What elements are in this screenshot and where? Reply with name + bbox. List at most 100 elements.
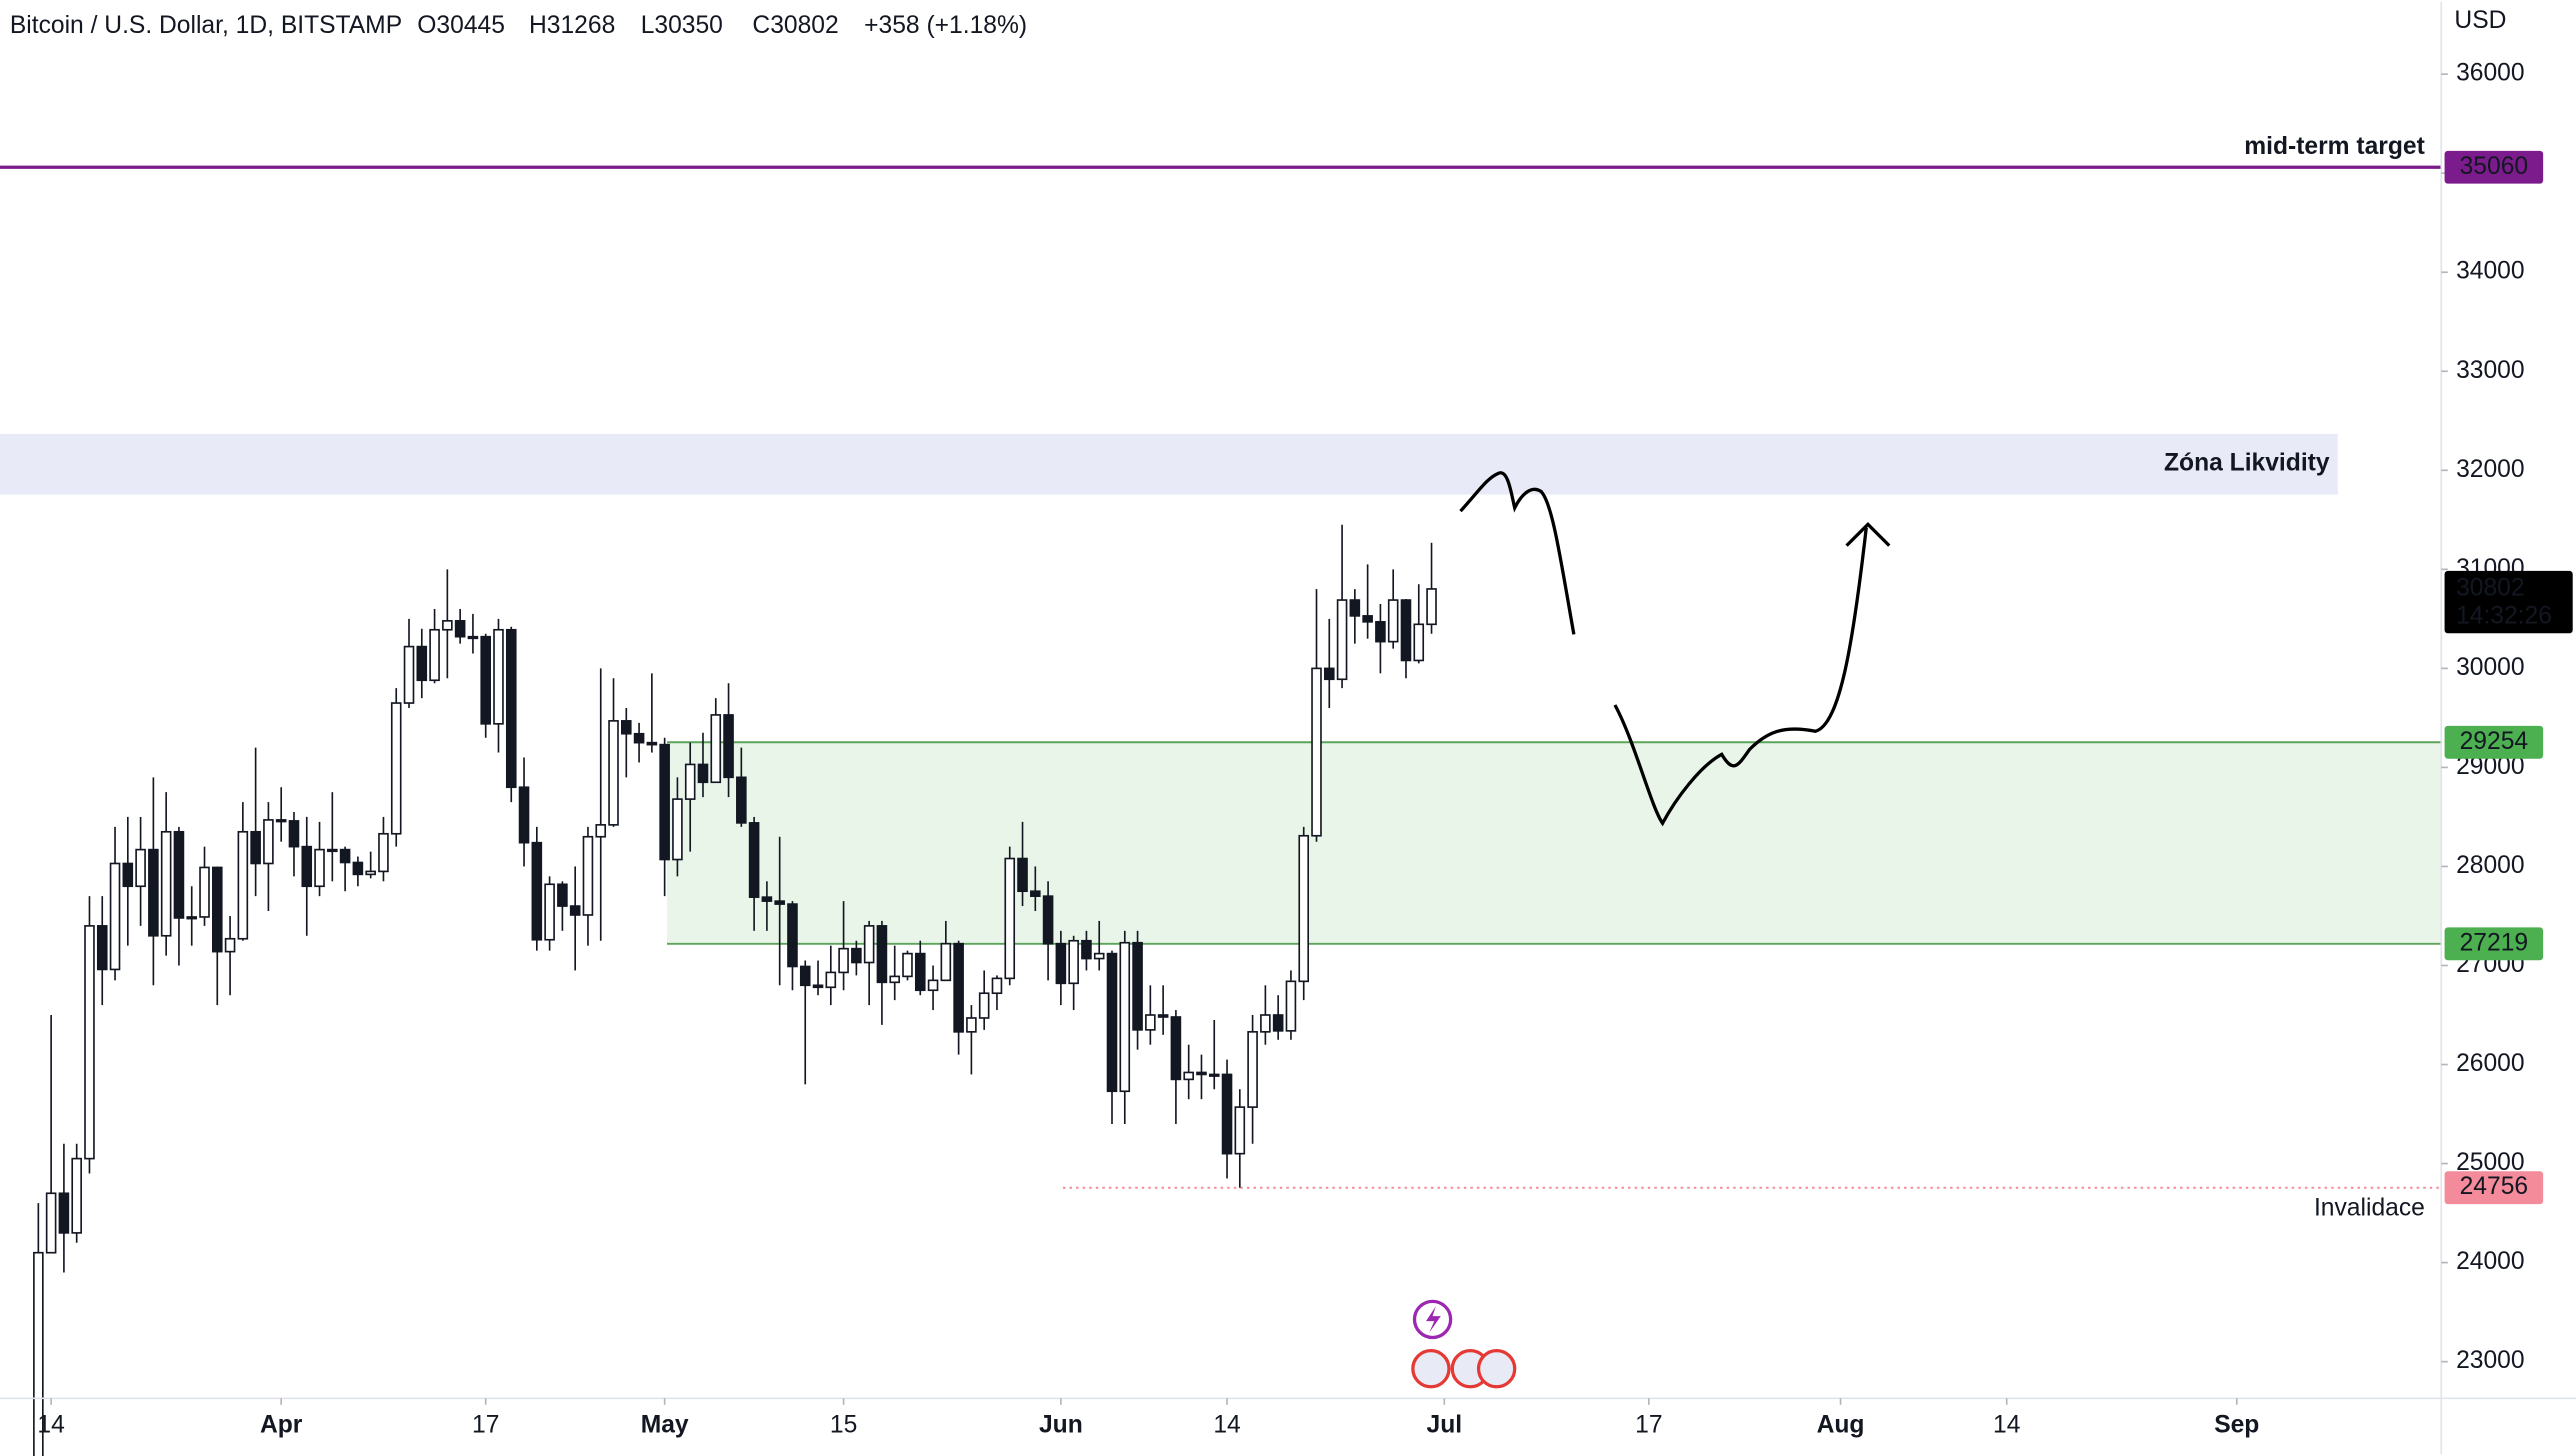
candle-body [84,925,95,1160]
candle-body [902,952,913,978]
ohlc: O30445 H31268 L30350 C30802 +358 (+1.18%) [417,12,1027,39]
candle-body [1119,941,1131,1093]
x-tick-label: 17 [472,1412,499,1439]
ohlc-value: C30802 [752,12,838,39]
price-label-bg [2444,150,2544,184]
x-tick-label: Apr [260,1412,303,1439]
price-label: 35060 [2460,153,2528,180]
candle-body [608,720,619,826]
candle-body [1272,1014,1284,1032]
candle-body [45,1192,57,1254]
candle-body [378,832,389,873]
y-tick-label: 28000 [2456,852,2524,879]
x-tick-label: Jul [1427,1412,1463,1439]
candle-body [224,937,236,953]
candle-body [1017,857,1028,893]
candle-body [940,942,952,982]
x-tick-label: 14 [1213,1412,1240,1439]
candle-body [327,848,338,853]
currency: USD [2454,7,2506,34]
candle-body [211,866,223,953]
candle-body [812,984,824,989]
support-zone [667,742,2442,944]
drawn-path [1459,471,1576,635]
candle-body [799,965,811,987]
candle-body [646,741,658,746]
candle-body [736,776,747,824]
candle-body [1030,890,1041,897]
price-label: 29254 [2460,728,2528,755]
candle-body [1234,1106,1246,1155]
flag-icon [1476,1349,1517,1389]
candle-body [275,819,287,823]
candle-body [1247,1031,1258,1108]
zones: Zóna Likvidity mid-term target Invalidace [0,133,2442,1222]
candle-body [467,635,479,640]
candle-body [710,714,722,784]
candle-body [96,925,108,971]
candle-body [1413,623,1425,662]
candles [33,524,1437,1456]
candle-body [1336,599,1348,681]
y-tick-label: 32000 [2456,456,2524,483]
drawn-arrow [1613,521,1891,827]
candle-body [1221,1073,1233,1155]
candle-body [1260,1014,1271,1033]
candle-body [672,798,683,861]
zone-label: Zóna Likvidity [2164,450,2330,477]
x-tick-label: 15 [830,1412,857,1439]
y-tick-label: 30000 [2456,654,2524,681]
candle-body [1362,615,1373,623]
candle-body [314,848,325,888]
x-tick-label: May [641,1412,689,1439]
x-tick-label: 14 [37,1412,64,1439]
candle-body [531,841,543,941]
candle-body [109,862,121,971]
candle-body [505,628,517,789]
candle-body [927,979,939,992]
candle-body [442,620,453,631]
candle-body [1298,834,1310,983]
candle-body [1426,588,1437,626]
candle-body [403,645,415,704]
candle-body [1387,599,1399,643]
candle-body [1183,1071,1194,1081]
liquidity-zone [0,433,2338,495]
symbol: Bitcoin / U.S. Dollar, 1D, BITSTAMP [10,12,402,39]
ohlc-value: L30350 [641,12,723,39]
lightning [1426,1306,1441,1333]
axes: 2300024000250002600027000280002900030000… [37,60,2524,1439]
candle-body [1081,939,1092,960]
candle-body [1145,1014,1156,1031]
countdown: 14:32:26 [2456,602,2552,629]
candle-body [58,1192,70,1234]
candle-body [199,866,210,918]
candle-body [723,714,734,779]
candle-body [684,763,696,800]
candle-body [863,925,875,964]
candle-body [1106,952,1118,1093]
candle-body [1004,857,1016,980]
flag-icon [1411,1349,1451,1389]
candle-body [1349,599,1361,617]
candle-body [1323,667,1335,681]
x-tick-label: Sep [2214,1412,2259,1439]
candle-body [480,635,491,725]
ohlc-value: O30445 [417,12,505,39]
candle-body [288,820,300,848]
y-tick-label: 26000 [2456,1050,2524,1077]
target-label: mid-term target [2244,133,2425,160]
candle-body [1132,941,1143,1031]
candle-body [838,947,849,974]
x-tick-label: Aug [1817,1412,1865,1439]
candle-body [697,763,709,784]
candle-body [365,870,376,876]
candle-body [914,952,926,992]
candle-body [557,883,568,907]
candle-body [582,835,594,916]
candle-body [339,848,351,864]
x-tick-label: 17 [1635,1412,1662,1439]
